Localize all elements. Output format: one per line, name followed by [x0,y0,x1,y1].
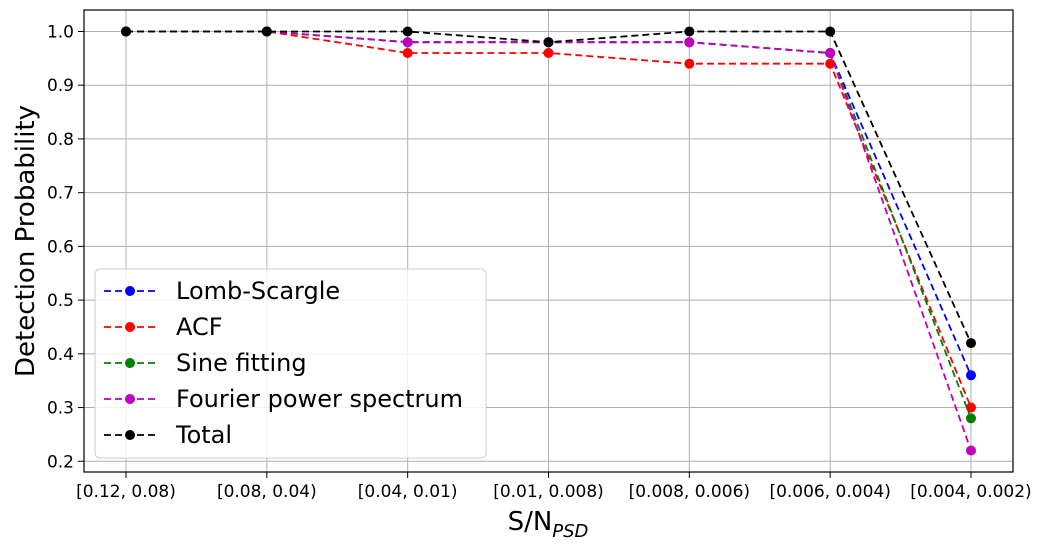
x-tick-label: [0.008, 0.006) [629,482,750,502]
legend-label-acf: ACF [176,313,223,341]
x-axis-label-subscript: PSD [552,521,588,542]
y-tick-label: 0.7 [47,184,74,204]
y-tick-label: 0.5 [47,291,74,311]
data-point-acf [825,58,836,69]
legend-label-fourier-power-spectrum: Fourier power spectrum [176,385,463,413]
y-tick-label: 0.9 [47,76,74,96]
data-point-total [966,338,976,349]
data-point-fourier-power-spectrum [402,37,413,48]
legend: Lomb-Scargle ACF Sine fitting Fourier power… [94,268,487,459]
data-point-total [261,26,272,37]
y-tick-label: 1.0 [47,22,74,42]
legend-swatch-marker-lomb-scargle [125,286,135,296]
legend-label-total: Total [175,421,232,449]
data-point-fourier-power-spectrum [966,445,976,456]
data-point-acf [966,402,976,413]
data-point-sine-fitting [966,413,976,424]
y-tick-label: 0.2 [47,452,74,472]
data-point-acf [402,47,413,58]
data-point-total [121,26,131,37]
x-tick-label: [0.01, 0.008) [493,482,604,502]
y-tick-label: 0.6 [47,237,74,257]
legend-swatch-marker-fourier-power-spectrum [125,394,135,404]
legend-label-sine-fitting: Sine fitting [176,349,307,377]
y-tick-label: 0.4 [47,345,74,365]
x-axis-label-main: S/N [508,507,553,537]
data-point-acf [543,47,554,58]
data-point-total [543,37,554,48]
y-tick-label: 0.8 [47,130,74,150]
data-point-lomb-scargle [966,370,976,381]
series-lines [121,26,976,456]
data-point-total [402,26,413,37]
data-point-fourier-power-spectrum [684,37,695,48]
legend-swatch-marker-sine-fitting [125,358,135,368]
x-tick-label: [0.006, 0.004) [769,482,890,502]
y-tick-label: 0.3 [47,399,74,419]
x-axis-label: S/NPSD [508,507,589,542]
x-tick-label: [0.004, 0.002) [910,482,1031,502]
data-point-acf [684,58,695,69]
data-point-total [684,26,695,37]
legend-swatch-marker-total [125,430,135,440]
x-tick-label: [0.08, 0.04) [217,482,317,502]
data-point-fourier-power-spectrum [825,47,836,58]
x-tick-label: [0.04, 0.01) [358,482,458,502]
legend-label-lomb-scargle: Lomb-Scargle [176,277,340,305]
legend-box [94,268,487,459]
legend-swatch-marker-acf [125,322,135,332]
y-axis-label: Detection Probability [11,105,41,377]
y-axis-ticks: 0.2 0.3 0.4 0.5 0.6 0.7 0.8 0.9 1.0 [47,22,84,472]
data-point-total [825,26,836,37]
x-axis-ticks: [0.12, 0.08) [0.08, 0.04) [0.04, 0.01) [0.0… [76,472,1032,502]
x-tick-label: [0.12, 0.08) [76,482,176,502]
